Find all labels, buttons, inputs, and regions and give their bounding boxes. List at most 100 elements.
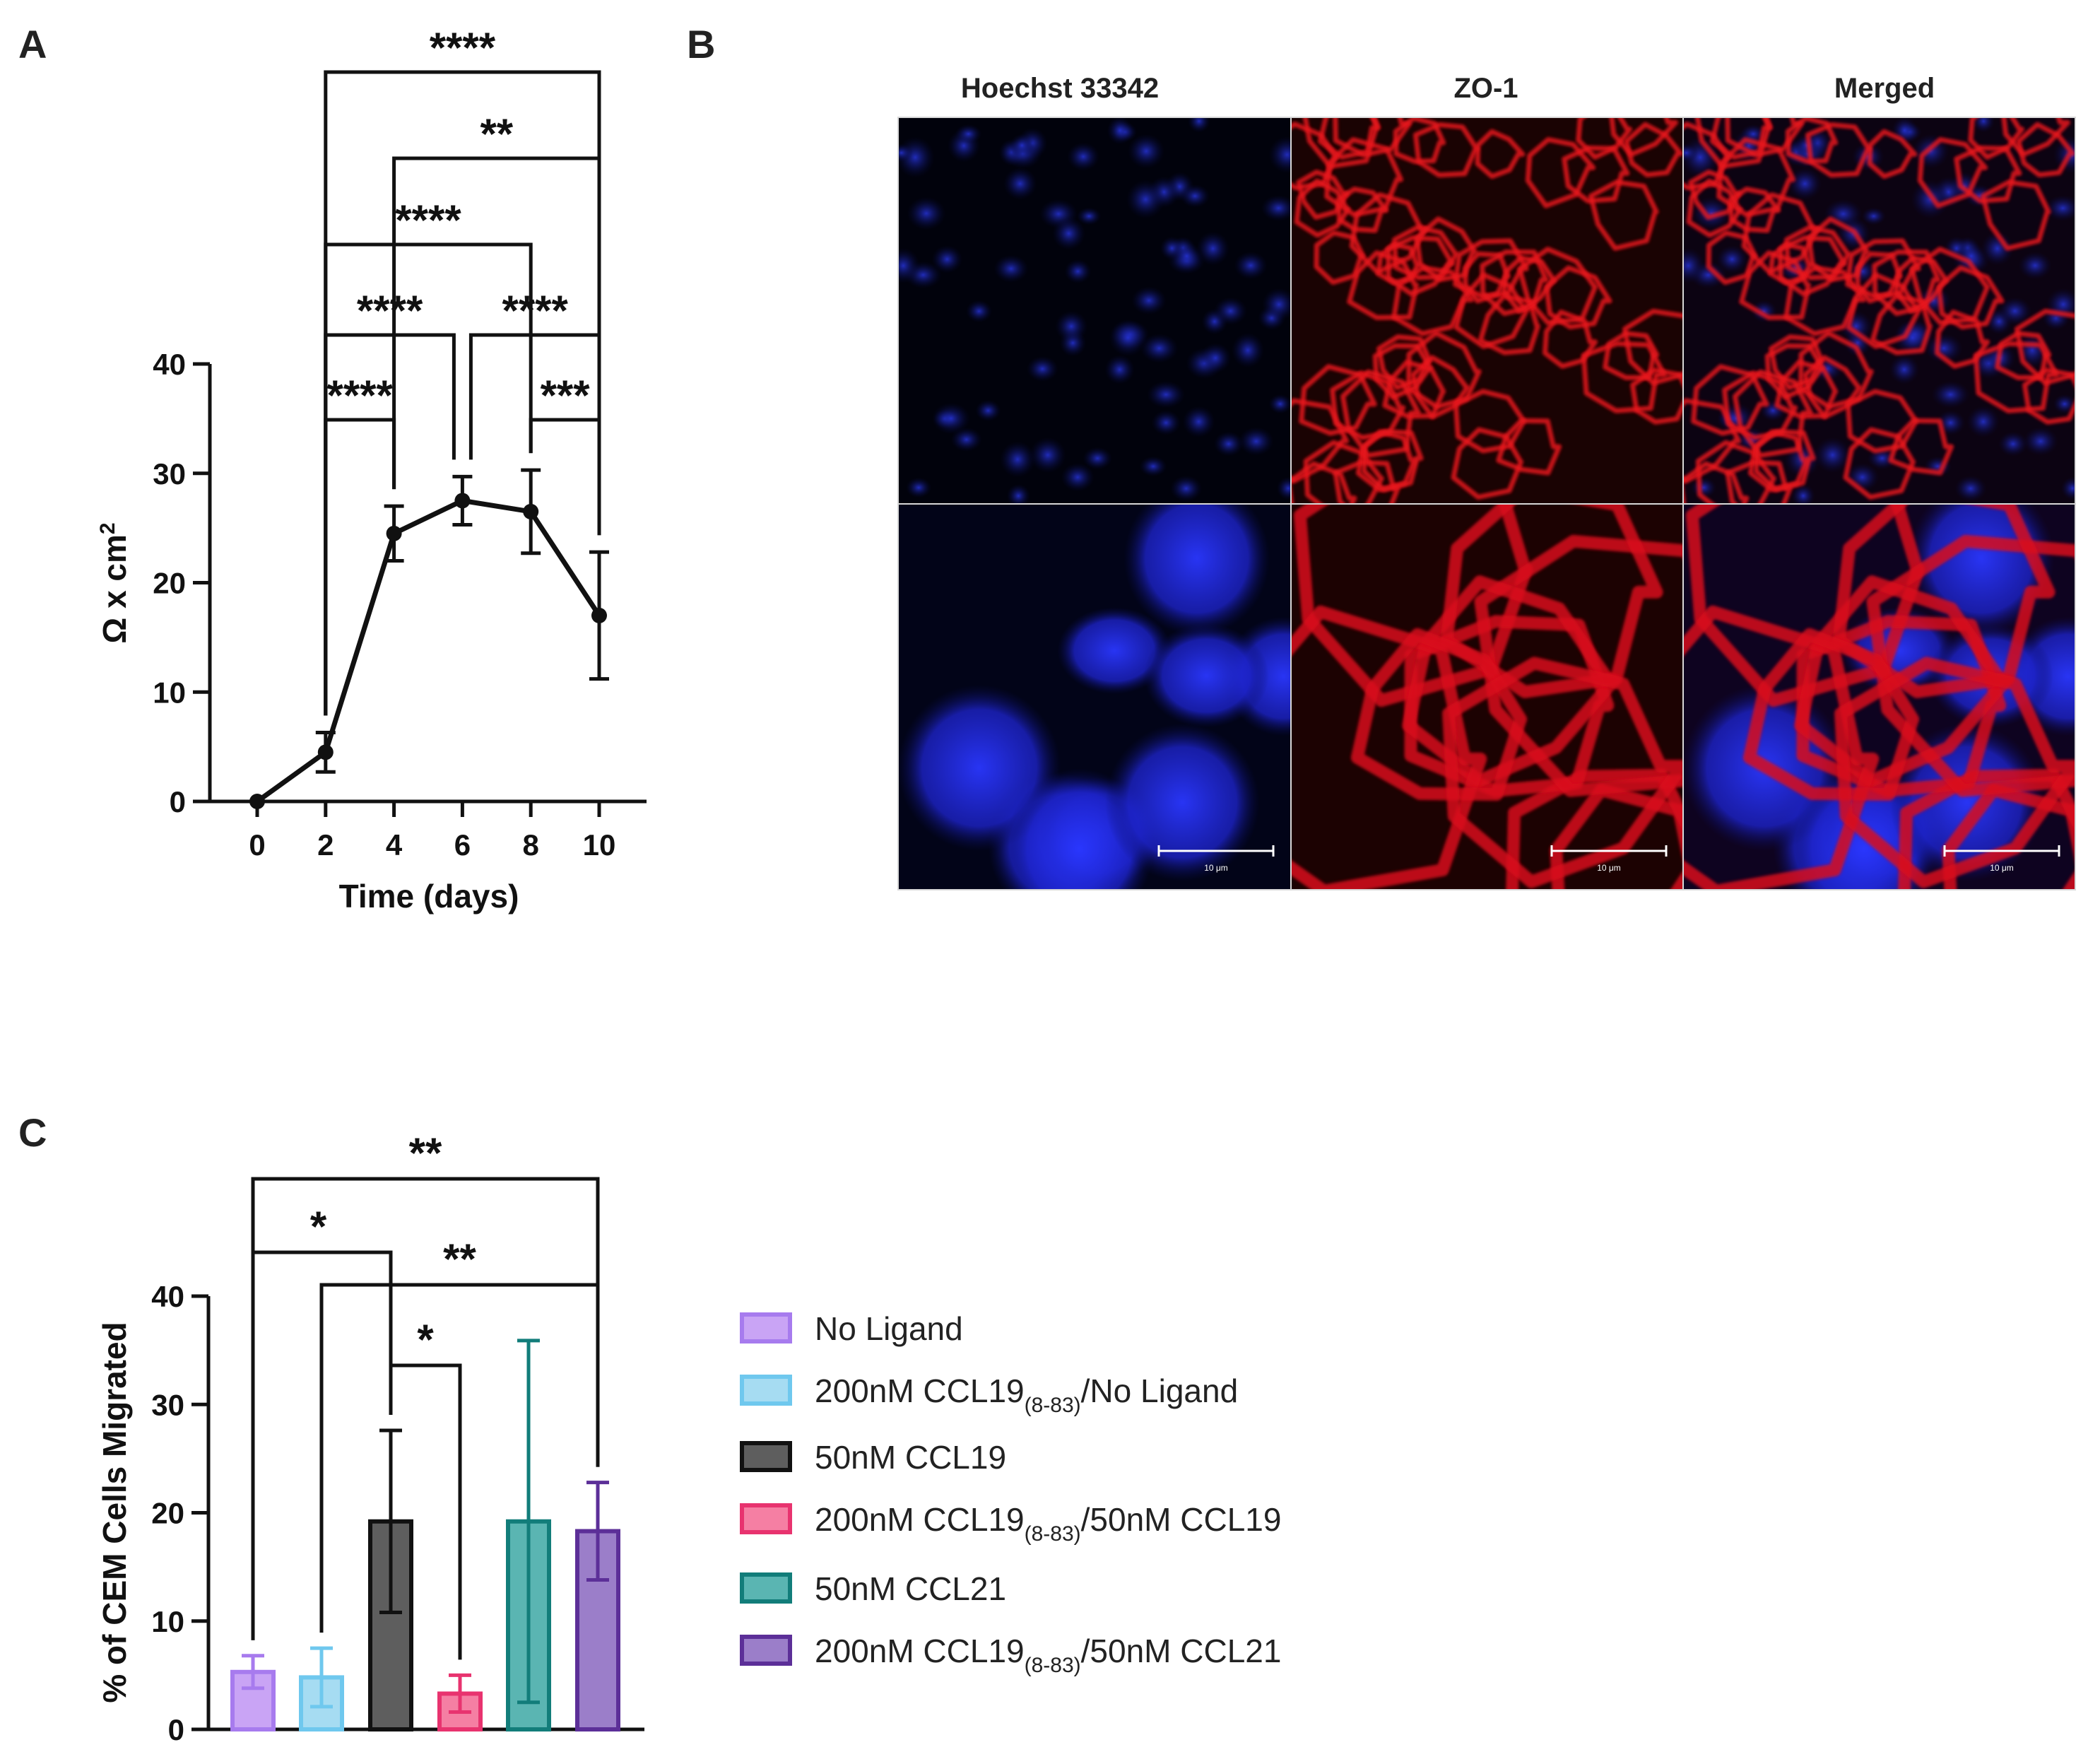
membrane-stroke (1517, 247, 1598, 326)
membrane-stroke (1474, 534, 1682, 797)
membrane-stroke (1393, 118, 1446, 164)
micrograph-merged-high (1684, 505, 2075, 889)
membrane-stroke (1299, 364, 1377, 436)
nucleus-blob (2053, 394, 2075, 414)
chart-c-legend-swatch (740, 1375, 792, 1406)
membrane-stroke (2016, 122, 2075, 177)
membrane-stroke (1340, 369, 1421, 459)
scale-bar-3: 10 μm (1943, 845, 2060, 873)
membrane-stroke (1413, 122, 1480, 178)
chart-c-y-tick-label: 40 (151, 1280, 184, 1313)
nucleus-blob (1234, 251, 1268, 280)
membrane-stroke (1410, 355, 1470, 420)
chart-a-point (523, 503, 539, 519)
chart-c-legend-swatch (740, 1635, 792, 1666)
chart-a-y-tick-label: 40 (153, 348, 186, 381)
chart-a-point (386, 525, 402, 541)
chart-a-x-tick-label: 10 (583, 828, 616, 862)
membrane-stroke (1501, 255, 1557, 314)
nucleus-blob (1889, 354, 1920, 384)
chart-a-y-title-sup: 2 (96, 522, 119, 534)
membrane-stroke (2022, 368, 2075, 425)
chart-a-point (591, 607, 607, 623)
scale-bar-2: 10 μm (1550, 845, 1668, 873)
chart-c-legend-swatch (740, 1503, 792, 1534)
nucleus-blob (1067, 142, 1100, 171)
nucleus-blob (1268, 394, 1290, 414)
chart-a-point (249, 794, 265, 809)
chart-c-sig-bracket (319, 1283, 600, 1633)
chart-c-y-tick-label: 0 (168, 1713, 184, 1746)
panel-a-letter: A (18, 22, 47, 66)
membrane-stroke (1302, 118, 1380, 169)
micrograph-zo1-high (1292, 505, 1682, 889)
micrograph-hoechst-high (899, 505, 1290, 889)
membrane-stroke (1296, 170, 1350, 220)
membrane-stroke (1406, 330, 1482, 409)
chart-c-legend-swatch (740, 1572, 792, 1604)
membrane-stroke (1769, 334, 1824, 391)
membrane-stroke (1785, 118, 1839, 164)
nucleus-blob (1139, 456, 1167, 477)
membrane-stroke (1803, 355, 1863, 420)
chart-a-x-tick-label: 4 (386, 828, 403, 862)
nucleus-blob (993, 254, 1029, 283)
membrane-stroke (1909, 247, 1990, 326)
nucleus-blob (1064, 259, 1092, 284)
membrane-stroke (1684, 461, 1750, 503)
membrane-stroke (1706, 230, 1758, 285)
membrane-stroke (1440, 505, 1663, 698)
nucleus-blob (1213, 431, 1244, 457)
membrane-stroke (1335, 187, 1389, 233)
membrane-stroke (1733, 369, 1813, 459)
membrane-stroke (1832, 505, 2055, 698)
nucleus-blob (1169, 475, 1203, 502)
nucleus-blob (1924, 333, 1963, 363)
membrane-stroke (1442, 657, 1682, 888)
nucleus-blob (907, 196, 946, 230)
membrane-stroke (1333, 459, 1400, 503)
nucleus-blob (1107, 118, 1133, 145)
chart-a-y-tick-label: 0 (170, 785, 186, 818)
membrane-stroke (2015, 308, 2075, 386)
nucleus-blob (1123, 505, 1270, 636)
membrane-stroke (1622, 308, 1682, 386)
nucleus-blob (1182, 406, 1215, 438)
membrane-stroke (1834, 657, 2075, 888)
membrane-stroke (1742, 628, 1920, 801)
chart-c-legend-swatch (740, 1312, 792, 1343)
nucleus-blob (1029, 437, 1066, 474)
chart-c-sig-label: ** (409, 1129, 442, 1177)
membrane-stroke (1695, 440, 1776, 503)
nucleus-blob (899, 143, 914, 163)
chart-c-legend-label: 200nM CCL19(8-83)/No Ligand (815, 1372, 1238, 1417)
nucleus-blob (1057, 607, 1172, 695)
chart-a-point (454, 493, 471, 509)
nucleus-blob (1010, 134, 1034, 158)
membrane-stroke (1917, 137, 1988, 208)
chart-a-y-tick-label: 30 (153, 457, 186, 490)
membrane-stroke (1525, 137, 1596, 208)
membrane-stroke (1350, 628, 1528, 801)
membrane-stroke (1543, 310, 1598, 369)
membrane-stroke (1292, 605, 1487, 889)
chart-c-legend-label: No Ligand (815, 1310, 963, 1347)
nucleus-blob (955, 124, 982, 144)
nucleus-blob (899, 247, 920, 284)
nucleus-blob (1791, 483, 1815, 503)
membrane-stroke (1935, 310, 1990, 369)
chart-a-x-tick-label: 0 (249, 828, 265, 862)
micrograph-merged-low (1684, 118, 2075, 503)
membrane-stroke (1727, 187, 1781, 233)
nucleus-blob (1911, 180, 1950, 219)
membrane-stroke (1562, 145, 1630, 204)
membrane-stroke (1630, 368, 1682, 425)
nucleus-blob (1143, 623, 1269, 728)
nucleus-blob (1684, 247, 1705, 284)
micrograph-hoechst-low (899, 118, 1290, 503)
chart-a-series-line (255, 498, 601, 804)
nucleus-blob (1026, 355, 1058, 382)
membrane-stroke (1362, 428, 1424, 493)
scale-bar-2-label: 10 μm (1597, 863, 1621, 873)
